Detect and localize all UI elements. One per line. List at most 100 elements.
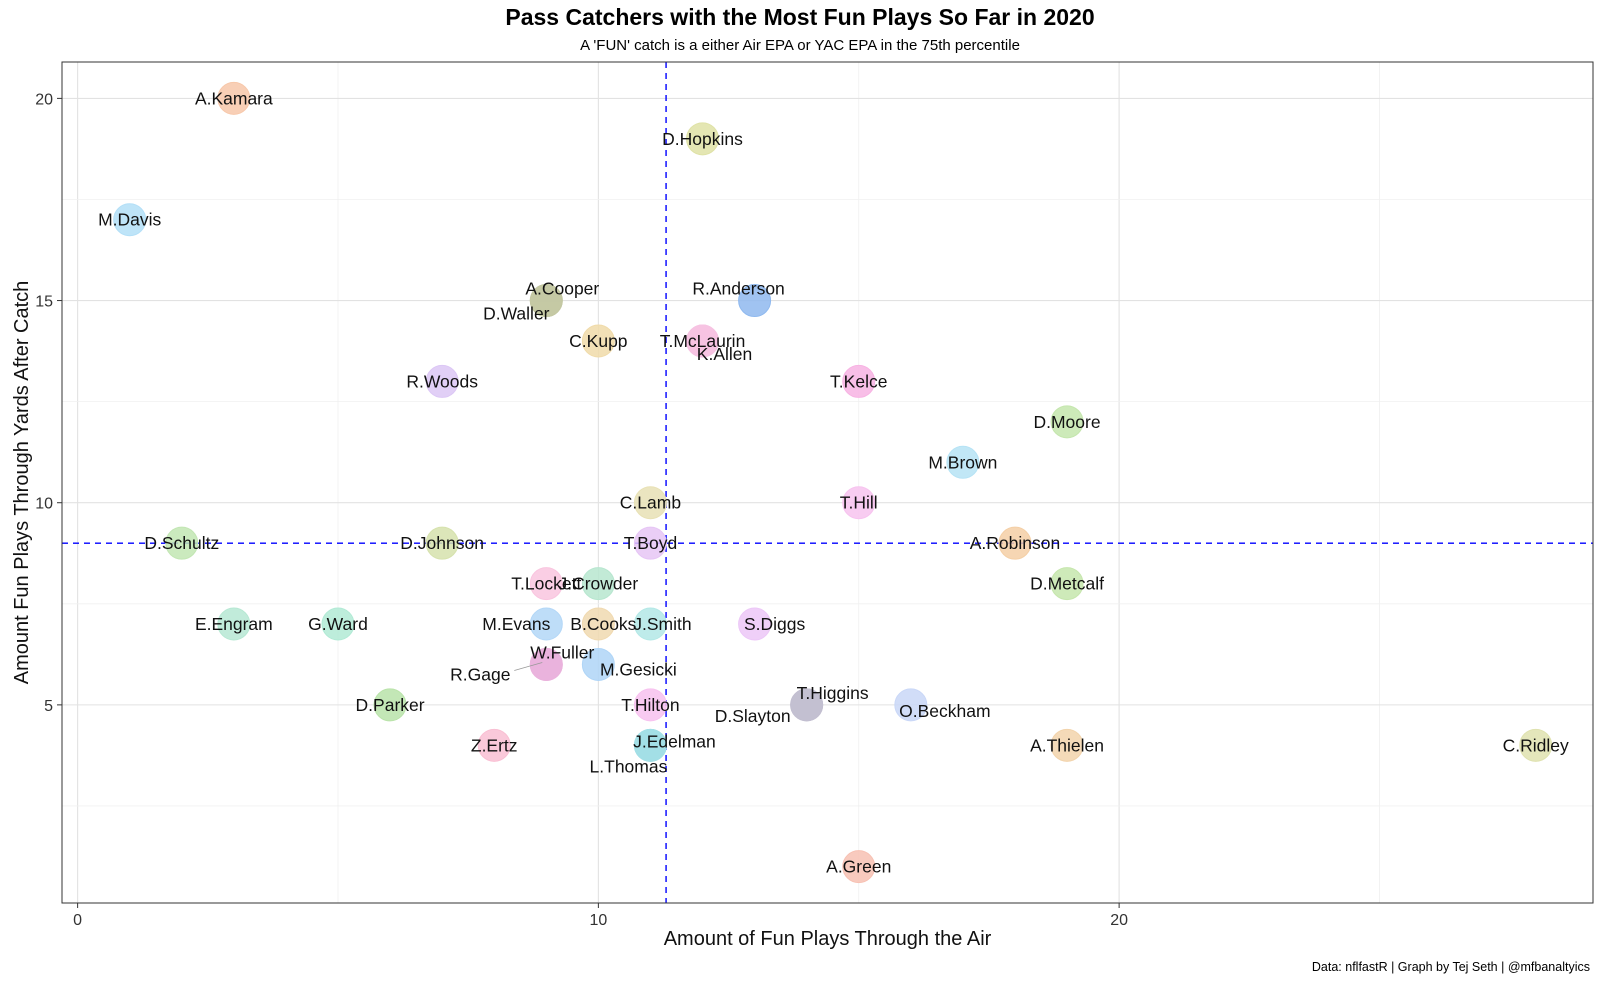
x-tick-label: 10: [589, 912, 607, 929]
point-label: G.Ward: [308, 614, 368, 634]
reference-lines: [62, 62, 1593, 903]
point-label: Z.Ertz: [471, 735, 518, 755]
label-leader-line: [514, 662, 543, 671]
point-label: R.Anderson: [692, 279, 784, 299]
data-point: [1050, 405, 1084, 439]
point-label: D.Moore: [1033, 412, 1100, 432]
chart-subtitle: A 'FUN' catch is a either Air EPA or YAC…: [580, 37, 1020, 54]
point-label: J.Edelman: [633, 731, 716, 751]
point-label: C.Kupp: [569, 331, 627, 351]
point-label: A.Thielen: [1030, 735, 1104, 755]
chart-caption: Data: nflfastR | Graph by Tej Seth | @mf…: [1311, 960, 1590, 974]
plot-frame: [61, 61, 1594, 904]
point-label: T.Kelce: [830, 371, 887, 391]
point-label: D.Waller: [483, 304, 550, 324]
data-point: [633, 607, 667, 641]
data-point: [165, 526, 199, 560]
y-tick-label: 10: [35, 496, 53, 513]
data-point: [842, 850, 876, 884]
data-point: [686, 324, 720, 358]
point-label: D.Johnson: [400, 533, 484, 553]
point-label: D.Hopkins: [662, 129, 743, 149]
point-label: C.Lamb: [620, 493, 681, 513]
point-label: T.McLaurin: [660, 331, 746, 351]
point-label: A.Cooper: [525, 279, 599, 299]
y-axis-title: Amount Fun Plays Through Yards After Cat…: [11, 281, 33, 685]
data-point: [946, 445, 980, 479]
data-point: [529, 607, 563, 641]
point-label: D.Schultz: [144, 533, 219, 553]
point-label: E.Engram: [195, 614, 273, 634]
point-label: A.Green: [826, 857, 891, 877]
data-point: [529, 567, 563, 601]
point-label: R.Woods: [406, 371, 478, 391]
point-label: M.Davis: [98, 210, 161, 230]
x-tick-label: 0: [73, 912, 82, 929]
data-point: [1050, 567, 1084, 601]
data-point: [998, 526, 1032, 560]
data-point: [425, 364, 459, 398]
data-point: [1050, 728, 1084, 762]
y-axis-ticks: 5 10 15 20: [35, 91, 62, 715]
data-point: [581, 324, 615, 358]
data-point: [581, 607, 615, 641]
point-label: C.Ridley: [1503, 735, 1569, 755]
point-label: M.Evans: [482, 614, 550, 634]
point-label: J.Smith: [633, 614, 691, 634]
data-point: [633, 486, 667, 520]
point-label: O.Beckham: [899, 701, 990, 721]
point-label: W.Fuller: [530, 642, 594, 662]
point-label: D.Metcalf: [1030, 574, 1104, 594]
data-point: [217, 607, 251, 641]
data-point: [581, 567, 615, 601]
data-point: [686, 122, 720, 156]
data-point: [425, 526, 459, 560]
point-label: D.Parker: [356, 695, 425, 715]
point-label: L.Thomas: [590, 756, 668, 776]
data-point: [113, 203, 147, 237]
point-label: T.Boyd: [624, 533, 678, 553]
data-point: [373, 688, 407, 722]
data-point: [633, 688, 667, 722]
y-tick-label: 15: [35, 294, 53, 311]
chart-title: Pass Catchers with the Most Fun Plays So…: [505, 4, 1095, 30]
point-label: M.Gesicki: [600, 659, 677, 679]
data-point: [633, 526, 667, 560]
point-label: T.Lockett: [511, 574, 581, 594]
point-label: T.Higgins: [797, 683, 869, 703]
data-point: [1519, 728, 1553, 762]
point-labels: A.Kamara D.Hopkins M.Davis A.Cooper D.Waller…: [98, 88, 1569, 876]
data-point: [842, 364, 876, 398]
grid-lines: [62, 62, 1593, 903]
point-label: A.Robinson: [970, 533, 1060, 553]
point-label: R.Gage: [450, 664, 510, 684]
point-label: T.Hill: [840, 493, 878, 513]
data-point: [738, 607, 772, 641]
data-point: [217, 81, 251, 115]
data-point: [477, 728, 511, 762]
data-point: [321, 607, 355, 641]
data-point: [633, 728, 667, 762]
point-label: M.Brown: [928, 452, 997, 472]
point-label: J.Crowder: [558, 574, 638, 594]
data-point: [738, 284, 772, 318]
data-point: [529, 647, 563, 681]
data-point: [581, 647, 615, 681]
point-label: K.Allen: [697, 344, 752, 364]
x-axis-ticks: 0 10 20: [73, 903, 1128, 929]
point-label: B.Cooks: [570, 614, 636, 634]
point-label: S.Diggs: [744, 614, 806, 634]
point-label: T.Hilton: [621, 695, 679, 715]
data-point: [894, 688, 928, 722]
y-tick-label: 20: [35, 91, 53, 108]
data-point: [790, 688, 824, 722]
data-point: [842, 486, 876, 520]
x-axis-title: Amount of Fun Plays Through the Air: [664, 928, 992, 950]
data-points: [113, 81, 1553, 884]
data-point: [529, 284, 563, 318]
x-tick-label: 20: [1110, 912, 1128, 929]
point-label: D.Slayton: [715, 706, 791, 726]
y-tick-label: 5: [44, 698, 53, 715]
point-label: A.Kamara: [195, 88, 273, 108]
